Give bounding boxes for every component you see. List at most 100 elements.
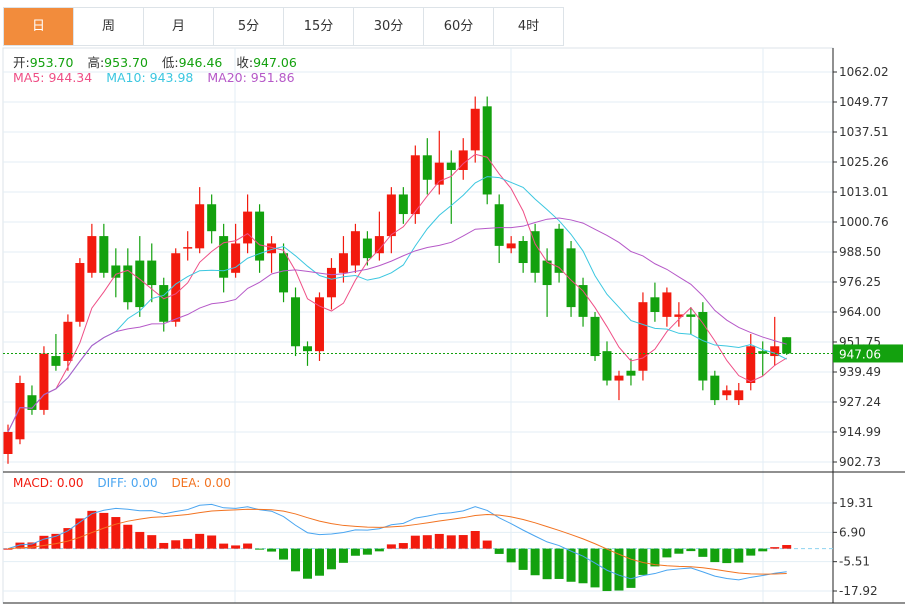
candle-down: [135, 260, 145, 308]
macd-bar: [303, 548, 312, 579]
candle-down: [530, 231, 540, 273]
candle-down: [482, 106, 492, 195]
open-value: 953.70: [29, 55, 74, 70]
candle-down: [279, 253, 289, 293]
ma10-line: [7, 176, 787, 433]
macd-bar: [746, 548, 756, 556]
macd-bar: [3, 548, 13, 550]
tab-2[interactable]: 月: [144, 8, 214, 45]
macd-bar: [686, 548, 696, 552]
macd-axis-label: 6.90: [839, 525, 866, 539]
macd-bar: [386, 544, 396, 549]
price-axis-label: 1062.02: [839, 65, 889, 79]
candle-up: [434, 162, 444, 185]
price-axis-label: 1049.77: [839, 95, 889, 109]
tab-3[interactable]: 5分: [214, 8, 284, 45]
macd-bar: [410, 535, 420, 549]
candle-down: [219, 236, 229, 278]
macd-bar: [398, 543, 408, 549]
macd-bar: [530, 548, 540, 576]
open-label: 开:: [13, 55, 30, 70]
macd-bar: [231, 545, 241, 549]
ma5-line: [7, 153, 787, 433]
ma20-legend: MA20: 951.86: [207, 70, 295, 85]
macd-bar: [195, 533, 205, 549]
macd-bar: [111, 517, 121, 549]
candle-down: [494, 204, 504, 246]
macd-bar: [219, 543, 229, 549]
candle-up: [674, 314, 684, 317]
low-value: 946.46: [178, 55, 223, 70]
period-tabs: 日周月 5分 15分 30分 60分 4时: [3, 7, 564, 46]
close-value: 947.06: [253, 55, 297, 70]
candle-up: [267, 243, 277, 254]
macd-bar: [183, 538, 193, 549]
candle-down: [291, 297, 301, 347]
macd-bar: [446, 535, 456, 549]
ohlc-legend: 开:953.70 高:953.70 低:946.46 收:947.06: [13, 52, 307, 71]
candle-up: [314, 297, 324, 352]
candle-up: [63, 321, 73, 361]
candle-down: [626, 370, 636, 376]
candle-up: [87, 236, 97, 273]
tab-0[interactable]: 日: [4, 8, 74, 45]
candle-down: [27, 395, 37, 410]
macd-bar: [650, 548, 660, 567]
macd-bar: [782, 545, 792, 549]
candle-up: [470, 108, 480, 151]
macd-axis-label: -17.92: [839, 584, 878, 598]
candle-up: [506, 243, 516, 249]
macd-bar: [662, 548, 672, 558]
candle-down: [686, 314, 696, 317]
candle-down: [590, 316, 600, 357]
macd-bar: [63, 528, 73, 549]
candle-down: [782, 337, 792, 354]
candle-down: [542, 260, 552, 286]
candle-down: [710, 375, 720, 401]
candle-up: [39, 353, 49, 410]
macd-bar: [482, 540, 492, 549]
candle-down: [578, 285, 588, 317]
macd-bar: [171, 540, 181, 549]
candle-up: [386, 194, 396, 237]
macd-bar: [614, 548, 624, 591]
candle-down: [207, 204, 217, 232]
macd-bar: [123, 524, 133, 549]
candle-up: [326, 267, 336, 298]
candle-down: [147, 260, 157, 286]
candle-down: [566, 248, 576, 308]
candle-up: [243, 211, 253, 244]
candle-down: [111, 265, 121, 278]
macd-bar: [87, 510, 97, 549]
tab-6[interactable]: 60分: [424, 8, 494, 45]
macd-bar: [506, 548, 516, 563]
price-axis-label: 1037.51: [839, 125, 889, 139]
ma10-legend: MA10: 943.98: [106, 70, 194, 85]
macd-bar: [434, 533, 444, 549]
macd-legend-value: MACD: 0.00: [13, 476, 84, 490]
candle-up: [770, 346, 780, 357]
tab-7[interactable]: 4时: [494, 8, 564, 45]
candle-down: [51, 356, 61, 366]
candle-down: [123, 265, 133, 303]
candle-up: [350, 231, 360, 266]
macd-bar: [27, 542, 37, 549]
diff-legend-value: DIFF: 0.00: [97, 476, 158, 490]
macd-bar: [243, 543, 253, 549]
candle-down: [758, 351, 768, 354]
macd-bar: [267, 548, 277, 552]
tab-5[interactable]: 30分: [354, 8, 424, 45]
candle-down: [99, 236, 109, 273]
candle-up: [338, 253, 348, 273]
candle-down: [554, 228, 564, 273]
macd-bar: [75, 518, 85, 549]
candle-up: [410, 155, 420, 215]
macd-bar: [374, 548, 384, 552]
macd-bar: [674, 548, 684, 554]
tab-1[interactable]: 周: [74, 8, 144, 45]
chart-frame: [2, 47, 834, 604]
macd-bar: [458, 535, 468, 549]
tab-4[interactable]: 15分: [284, 8, 354, 45]
candle-up: [614, 375, 624, 381]
